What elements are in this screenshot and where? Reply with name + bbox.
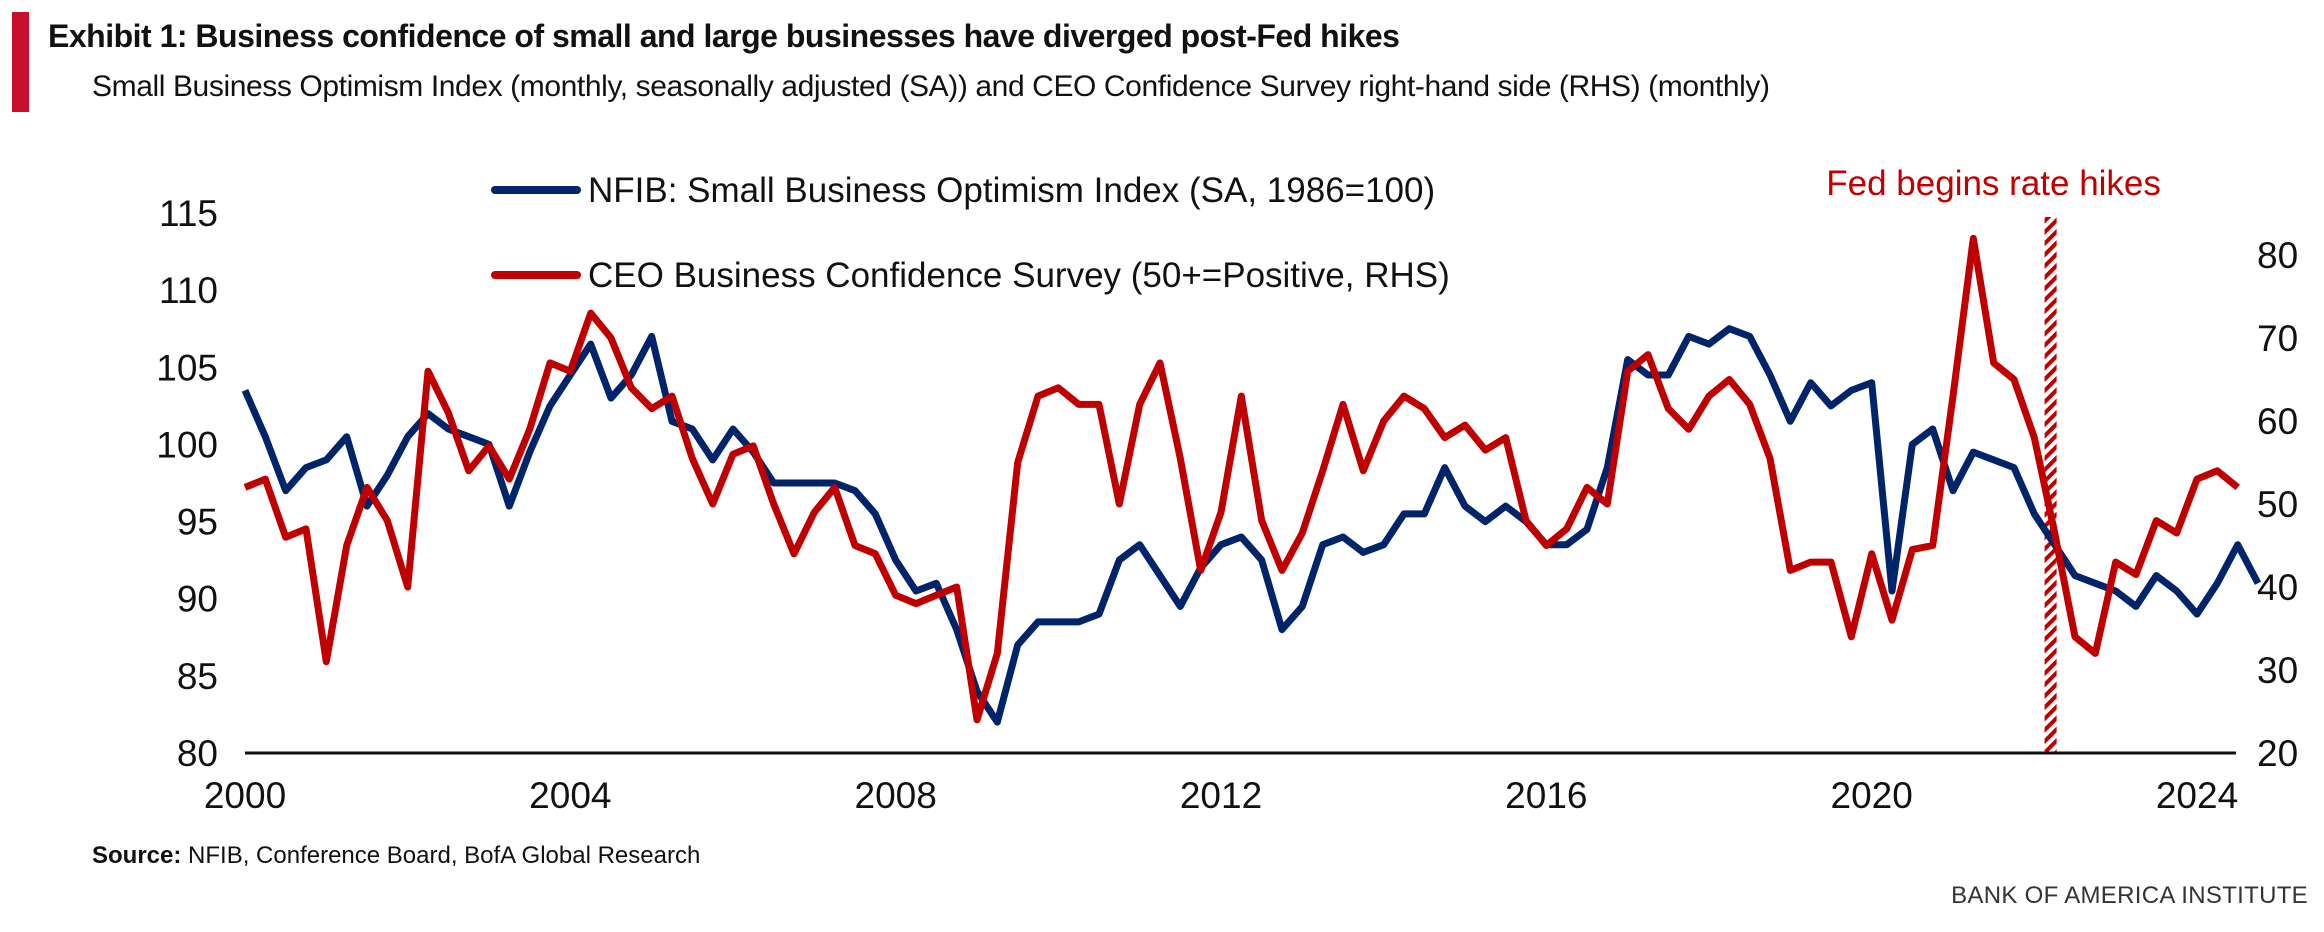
right-y-tick-label: 70 bbox=[2257, 318, 2298, 359]
right-y-tick-label: 40 bbox=[2257, 567, 2298, 608]
right-y-tick-label: 80 bbox=[2257, 235, 2298, 276]
right-y-axis: 20 30 40 50 60 70 80 bbox=[2257, 235, 2298, 774]
series-line-ceo bbox=[243, 234, 2240, 724]
left-y-axis: 80 85 90 95 100 105 110 115 bbox=[156, 193, 218, 774]
x-tick-label: 2016 bbox=[1505, 775, 1587, 816]
left-y-tick-label: 110 bbox=[159, 270, 218, 311]
left-y-tick-label: 95 bbox=[177, 502, 218, 543]
left-y-tick-label: 100 bbox=[156, 424, 218, 465]
x-axis: 2000 2004 2008 2012 2016 2020 2024 bbox=[204, 775, 2238, 816]
source-text: NFIB, Conference Board, BofA Global Rese… bbox=[188, 842, 701, 869]
right-y-tick-label: 20 bbox=[2257, 733, 2298, 774]
legend-label-ceo: CEO Business Confidence Survey (50+=Posi… bbox=[588, 256, 1450, 295]
left-y-tick-label: 105 bbox=[156, 347, 218, 388]
series-line-nfib bbox=[241, 325, 2262, 726]
x-tick-label: 2024 bbox=[2156, 775, 2238, 816]
left-y-tick-label: 85 bbox=[177, 656, 218, 697]
x-tick-label: 2012 bbox=[1180, 775, 1262, 816]
brand-footer: BANK OF AMERICA INSTITUTE bbox=[1951, 882, 2308, 909]
legend-label-nfib: NFIB: Small Business Optimism Index (SA,… bbox=[588, 171, 1435, 210]
left-y-tick-label: 115 bbox=[159, 193, 218, 234]
left-y-tick-label: 90 bbox=[177, 579, 218, 620]
source-label: Source: bbox=[92, 842, 182, 869]
fed-hike-marker bbox=[2044, 217, 2057, 753]
chart-title: Exhibit 1: Business confidence of small … bbox=[48, 18, 1400, 54]
right-y-tick-label: 50 bbox=[2257, 484, 2298, 525]
x-tick-label: 2008 bbox=[855, 775, 937, 816]
fed-annotation-label: Fed begins rate hikes bbox=[1826, 164, 2161, 203]
x-tick-label: 2004 bbox=[529, 775, 611, 816]
source-note: Source: NFIB, Conference Board, BofA Glo… bbox=[92, 842, 700, 870]
right-y-tick-label: 60 bbox=[2257, 401, 2298, 442]
legend: NFIB: Small Business Optimism Index (SA,… bbox=[491, 171, 1450, 295]
x-tick-label: 2020 bbox=[1831, 775, 1913, 816]
right-y-tick-label: 30 bbox=[2257, 650, 2298, 691]
left-y-tick-label: 80 bbox=[177, 733, 218, 774]
chart-subtitle: Small Business Optimism Index (monthly, … bbox=[92, 70, 1770, 103]
x-tick-label: 2000 bbox=[204, 775, 286, 816]
title-accent-bar bbox=[12, 12, 29, 112]
